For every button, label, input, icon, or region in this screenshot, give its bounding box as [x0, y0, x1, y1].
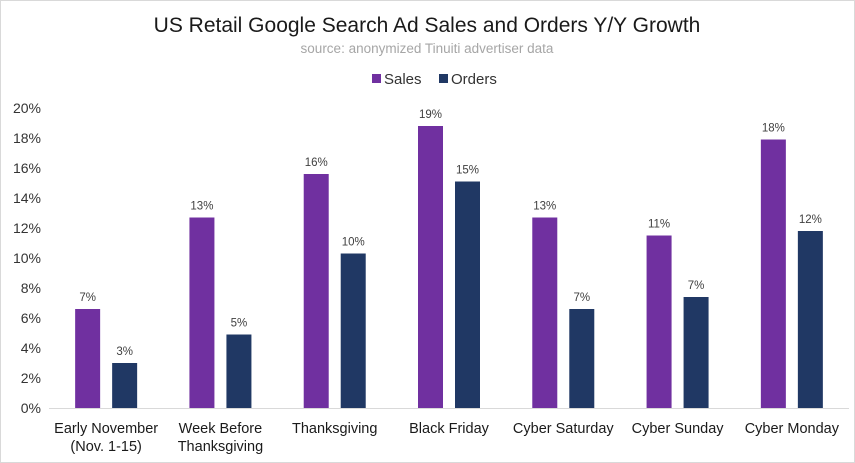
data-label-sales: 13% [190, 201, 213, 213]
x-category-label: Black Friday [409, 421, 490, 437]
bar-orders [455, 181, 480, 408]
x-category-label: Thanksgiving [178, 439, 263, 455]
bar-orders [797, 231, 823, 408]
data-label-orders: 12% [799, 214, 822, 226]
x-category-label: Cyber Monday [745, 421, 840, 437]
data-label-sales: 7% [79, 292, 96, 304]
data-label-orders: 5% [231, 318, 248, 330]
x-category-label: Cyber Saturday [513, 421, 614, 437]
x-category-label: (Nov. 1-15) [70, 439, 141, 455]
data-label-sales: 11% [648, 219, 670, 231]
y-tick-label: 16% [13, 160, 41, 176]
y-tick-label: 20% [13, 100, 41, 116]
y-tick-label: 12% [13, 220, 41, 236]
data-label-orders: 10% [342, 237, 365, 249]
data-label-sales: 18% [762, 123, 785, 135]
data-label-orders: 7% [573, 292, 590, 304]
bar-sales [418, 126, 443, 408]
x-category-label: Week Before [179, 421, 263, 437]
y-tick-label: 0% [21, 400, 41, 416]
bar-orders [340, 253, 366, 408]
data-label-orders: 7% [688, 280, 705, 292]
bar-orders [683, 297, 709, 408]
chart-subtitle: source: anonymized Tinuiti advertiser da… [301, 41, 554, 56]
bar-orders [569, 309, 595, 408]
x-axis: Early November (Nov. 1-15) Week Before Than… [49, 408, 849, 455]
bar-orders [112, 363, 138, 408]
bar-sales [75, 309, 101, 408]
legend-label-sales: Sales [384, 71, 422, 88]
y-tick-label: 2% [21, 370, 41, 386]
x-category-label: Early November [54, 421, 158, 437]
y-tick-label: 8% [21, 280, 41, 296]
data-label-sales: 13% [533, 201, 556, 213]
y-tick-label: 10% [13, 250, 41, 266]
data-label-orders: 3% [116, 346, 133, 358]
data-label-orders: 15% [456, 165, 479, 177]
bar-sales [760, 139, 786, 408]
chart-title: US Retail Google Search Ad Sales and Ord… [154, 14, 701, 37]
legend-label-orders: Orders [451, 71, 497, 88]
x-category-label: Thanksgiving [292, 421, 377, 437]
y-tick-label: 4% [21, 340, 41, 356]
bar-sales [646, 235, 672, 408]
bar-sales [532, 217, 558, 408]
y-axis: 0% 2% 4% 6% 8% 10% 12% 14% 16% 18% 20% [13, 100, 41, 416]
data-label-sales: 16% [305, 157, 328, 169]
bars: 7% 3% 13% 5% 16% 10% 19% 15% 13% 7% 11% 7% 18% 12% [75, 109, 823, 408]
bar-orders [226, 334, 252, 408]
y-tick-label: 6% [21, 310, 41, 326]
y-tick-label: 18% [13, 130, 41, 146]
bar-sales [189, 217, 215, 408]
legend: Sales Orders [372, 71, 497, 88]
y-tick-label: 14% [13, 190, 41, 206]
legend-swatch-orders [439, 74, 448, 83]
bar-sales [303, 174, 329, 408]
data-label-sales: 19% [419, 109, 442, 121]
legend-swatch-sales [372, 74, 381, 83]
x-category-label: Cyber Sunday [632, 421, 725, 437]
